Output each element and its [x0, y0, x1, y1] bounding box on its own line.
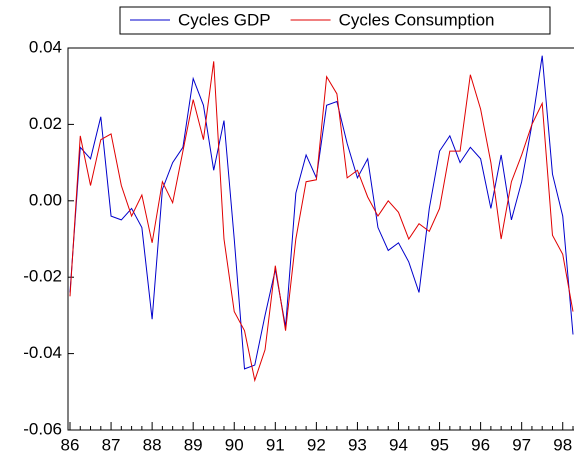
y-tick-label: -0.04 — [23, 343, 62, 362]
x-tick-label: 97 — [512, 435, 531, 454]
x-tick-label: 88 — [143, 435, 162, 454]
y-tick-label: 0.00 — [29, 190, 62, 209]
x-tick-label: 89 — [184, 435, 203, 454]
plot-frame — [67, 47, 574, 431]
y-tick-label: 0.02 — [29, 114, 62, 133]
y-tick-label: 0.04 — [29, 37, 62, 56]
legend-label: Cycles Consumption — [339, 10, 495, 29]
x-tick-label: 94 — [389, 435, 408, 454]
x-tick-label: 91 — [266, 435, 285, 454]
legend-box — [119, 6, 551, 35]
series-line — [69, 61, 574, 383]
x-tick-label: 92 — [307, 435, 326, 454]
x-tick-label: 90 — [225, 435, 244, 454]
legend-label: Cycles GDP — [178, 10, 271, 29]
y-tick-label: -0.02 — [23, 267, 62, 286]
x-tick-label: 86 — [61, 435, 80, 454]
y-tick-label: -0.06 — [23, 419, 62, 438]
x-tick-label: 95 — [430, 435, 449, 454]
x-tick-label: 96 — [471, 435, 490, 454]
x-tick-label: 98 — [553, 435, 572, 454]
x-tick-label: 93 — [348, 435, 367, 454]
series-line — [69, 55, 574, 370]
x-tick-label: 87 — [102, 435, 121, 454]
